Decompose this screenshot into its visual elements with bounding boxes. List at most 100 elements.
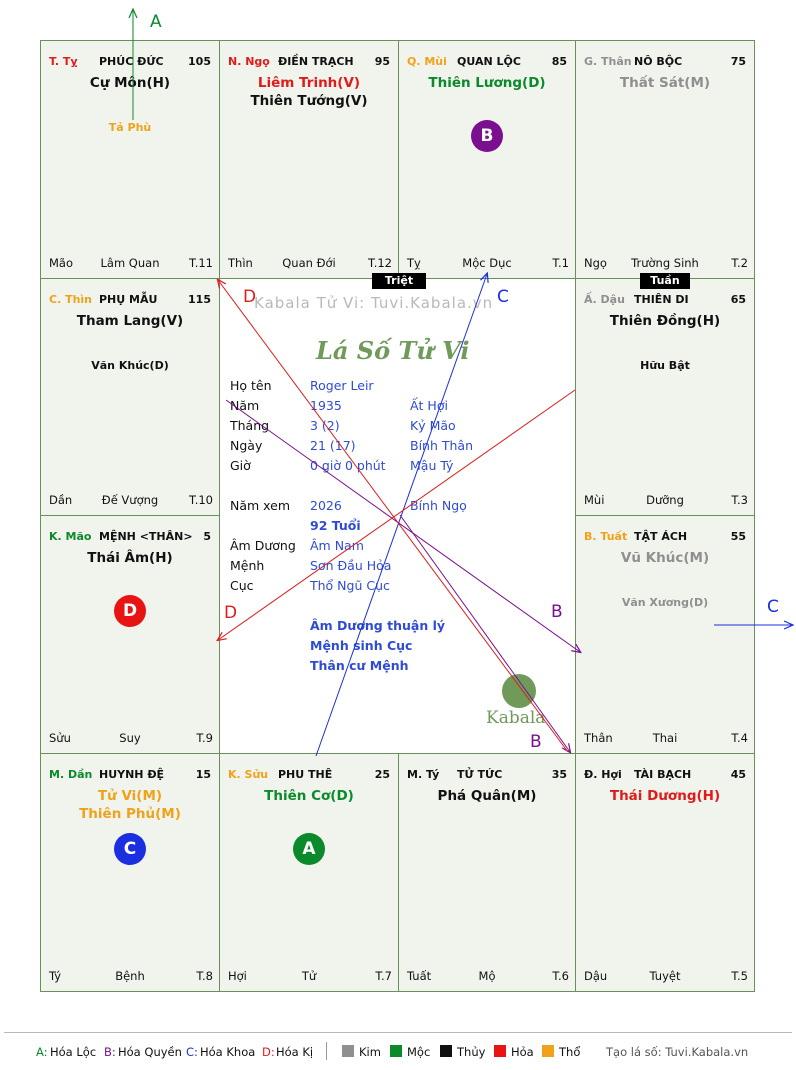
palace-can: Đ. Hợi [584,768,622,781]
palace-number: 5 [203,530,211,543]
hoa-circle-d: D [114,595,146,627]
info-value: Âm Nam [310,538,364,553]
palace-can: M. Dần [49,768,93,781]
palace-name: PHỤ MẪU [99,293,158,306]
major-star: Thiên Phủ(M) [79,806,181,822]
arrow-label-a: A [150,12,162,32]
palace-foot-left: Sửu [49,731,71,745]
palace-foot-left: Tý [49,969,62,983]
palace-foot-left: Hợi [228,969,247,983]
palace-foot-right: T.12 [368,256,392,270]
palace-foot-left: Mùi [584,493,605,507]
info-value-2: Ất Hợi [410,398,448,413]
palace-mui: Q. Mùi QUAN LỘC 85 Thiên Lương(D) Tỵ Mộc Dục T… [398,40,576,279]
palace-number: 45 [730,768,746,781]
info-value: Thổ Ngũ Cục [310,578,390,593]
palace-number: 15 [195,768,211,781]
palace-foot-center: Dưỡng [646,493,684,507]
element-swatch [494,1045,506,1057]
legend-divider [4,1032,792,1033]
palace-can: K. Mão [49,530,92,543]
palace-foot-left: Dần [49,493,73,507]
info-label: Mệnh [230,558,265,573]
major-star: Phá Quân(M) [437,788,537,804]
palace-name: TẬT ÁCH [634,530,688,543]
palace-foot-right: T.7 [375,969,392,983]
palace-can: Q. Mùi [407,55,447,68]
legend-item: Hóa Kị [276,1045,314,1059]
legend-key: B: [104,1045,116,1059]
info-label: Họ tên [230,378,272,393]
info-note: Âm Dương thuận lý [310,618,446,633]
palace-ti: M. Tý TỬ TỨC 35 Phá Quân(M) Tuất Mộ T.6 [398,753,576,992]
info-note: Thân cư Mệnh [310,658,409,673]
element-label: Hỏa [511,1045,534,1059]
element-swatch [390,1045,402,1057]
palace-name: NÔ BỘC [634,55,683,68]
palace-number: 65 [730,293,746,306]
palace-number: 75 [730,55,746,68]
palace-mao: K. Mão MỆNH <THÂN> 5 Thái Âm(H) Sửu Suy T.9 [40,515,220,754]
palace-number: 85 [551,55,567,68]
triet-tag: Triệt [372,273,426,289]
palace-foot-center: Bệnh [115,969,145,983]
element-swatch [342,1045,354,1057]
major-star: Thiên Cơ(D) [264,788,354,804]
tuan-tag: Tuần [640,273,690,289]
palace-foot-left: Tuất [407,969,432,983]
arrow-label-d2: D [224,603,238,623]
palace-foot-left: Ngọ [584,256,607,270]
watermark-text: Kabala Tử Vi: Tuvi.Kabala.vn [254,294,494,312]
minor-star: Hữu Bật [640,359,690,372]
arrow-label-c2: C [767,597,779,617]
info-value: 0 giờ 0 phút [310,458,386,473]
palace-foot-right: T.9 [196,731,213,745]
palace-foot-right: T.3 [731,493,748,507]
info-value-2: Bính Thân [410,438,474,453]
major-star: Thiên Đồng(H) [609,313,721,329]
palace-foot-right: T.10 [189,493,213,507]
element-swatch [440,1045,452,1057]
major-star: Tham Lang(V) [76,313,184,329]
palace-than: G. Thân NÔ BỘC 75 Thất Sát(M) Ngọ Trường Sinh… [575,40,755,279]
palace-foot-center: Suy [119,731,141,745]
legend-key: D: [262,1045,275,1059]
arrow-label-b2: B [530,732,542,752]
palace-can: G. Thân [584,55,632,68]
legend-item: Hóa Lộc [50,1045,97,1059]
legend-separator [326,1042,327,1060]
info-label: Cục [230,578,254,593]
palace-name: PHÚC ĐỨC [99,55,164,68]
hoa-circle-c: C [114,833,146,865]
palace-foot-center: Thai [652,731,678,745]
legend-item: Hóa Quyền [118,1045,182,1059]
info-value: 3 (2) [310,418,340,433]
palace-thin: C. Thìn PHỤ MẪU 115 Tham Lang(V) Văn Khúc(D)… [40,278,220,516]
palace-name: THIÊN DI [634,293,689,306]
element-label: Mộc [407,1045,431,1059]
major-star: Thiên Lương(D) [428,75,546,91]
palace-foot-right: T.4 [731,731,748,745]
info-label: Tháng [230,418,270,433]
info-label: Âm Dương [230,538,296,553]
palace-number: 55 [730,530,746,543]
element-label: Thủy [457,1045,486,1059]
palace-foot-right: T.2 [731,256,748,270]
minor-star: Văn Khúc(D) [91,359,169,372]
arrow-line-b2 [399,514,570,752]
palace-foot-center: Mộc Dục [462,256,512,270]
arrow-label-d1: D [243,287,257,307]
palace-foot-left: Dậu [584,969,608,983]
palace-number: 25 [374,768,390,781]
palace-can: Ấ. Dậu [584,293,625,306]
palace-foot-left: Thìn [228,256,253,270]
info-value: 1935 [310,398,342,413]
palace-foot-left: Thân [584,731,613,745]
palace-number: 105 [188,55,211,68]
major-star: Tử Vi(M) [97,788,163,804]
palace-suu: K. Sửu PHU THÊ 25 Thiên Cơ(D) Hợi Tử T.7 [219,753,399,992]
palace-name: PHU THÊ [278,768,333,781]
palace-foot-right: T.5 [731,969,748,983]
palace-foot-center: Mộ [478,969,496,983]
